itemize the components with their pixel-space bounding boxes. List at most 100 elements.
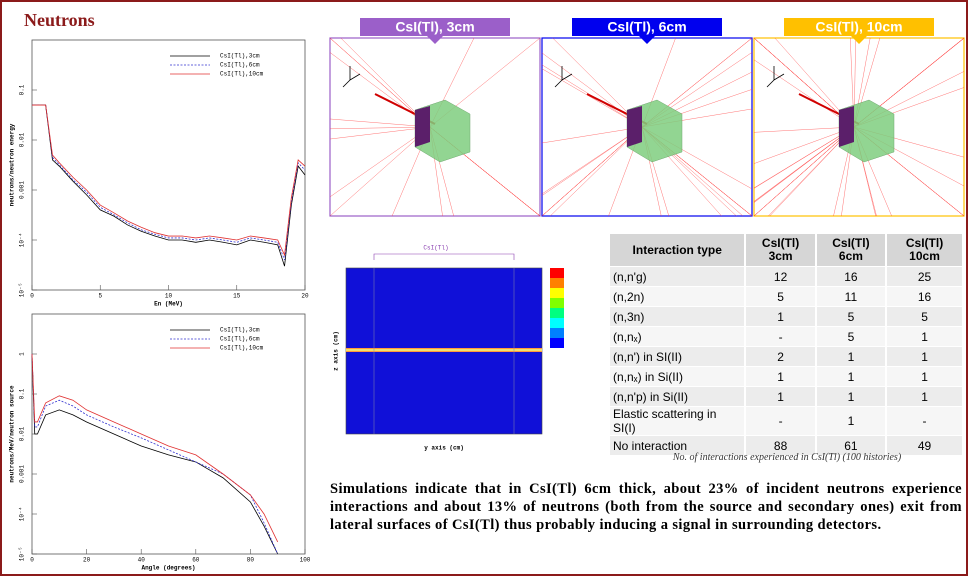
x-tick-label: 40	[138, 557, 146, 564]
table-header-cell: CsI(Tl) 6cm	[815, 234, 888, 267]
y-tick-label: 1	[19, 352, 26, 356]
heatmap-bracket	[373, 253, 515, 260]
crystal-face	[839, 106, 854, 147]
legend-label: CsI(Tl),3cm	[220, 53, 260, 60]
table-cell: 11	[815, 286, 888, 307]
axes-icon	[554, 66, 573, 88]
table-cell: 5	[745, 286, 817, 307]
table-row: (n,n'g) 12 16 25	[610, 266, 964, 287]
table-cell: 1	[886, 386, 964, 407]
table-cell: 1	[886, 326, 964, 347]
table-row: (n,3n) 1 5 5	[610, 306, 964, 327]
x-tick-label: 5	[98, 293, 102, 300]
table-cell: (n,n') in SI(II)	[610, 346, 747, 367]
x-tick-label: 10	[165, 293, 173, 300]
table-cell: -	[745, 406, 817, 436]
heatmap-x-label: y axis (cm)	[424, 445, 464, 452]
heatmap-title: CsI(Tl)	[423, 245, 448, 252]
colorbar-cell	[550, 268, 564, 278]
table-row: (n,nₓ) -5 1	[610, 326, 964, 347]
ray	[329, 126, 431, 130]
legend-label: CsI(Tl),6cm	[220, 336, 260, 343]
table-cell: 2	[745, 346, 817, 367]
table-cell: 1	[886, 346, 964, 367]
x-tick-label: 0	[30, 293, 34, 300]
table-cell: (n,3n)	[610, 306, 747, 327]
ray	[329, 126, 431, 198]
table-cell: 5	[815, 306, 888, 327]
colorbar-cell	[550, 338, 564, 348]
heatmap-band-core	[346, 349, 542, 351]
y-axis-label: neutrons/MeV/neutron source	[9, 385, 16, 483]
table-row: No interaction 88 61 49	[610, 435, 964, 455]
table-cell: 1	[745, 386, 817, 407]
table-header-cell: CsI(Tl) 3cm	[745, 234, 817, 267]
ray	[329, 126, 431, 140]
crystal-face	[415, 106, 430, 147]
data-line	[32, 104, 306, 257]
table-row: (n,n') in SI(II) 2 1 1	[610, 346, 964, 367]
table-cell: 16	[886, 286, 964, 307]
table-cell: (n,nₓ)	[610, 326, 747, 347]
table-cell: 16	[815, 266, 888, 287]
y-tick-label: 10⁻⁴	[19, 233, 26, 247]
x-axis-label: Angle (degrees)	[141, 565, 195, 572]
legend-label: CsI(Tl),6cm	[220, 62, 260, 69]
table-header-cell: CsI(Tl) 10cm	[886, 234, 964, 267]
table-cell: (n,nₓ) in Si(II)	[610, 366, 747, 387]
plot-frame	[31, 39, 306, 291]
x-axis-label: En (MeV)	[154, 301, 183, 308]
colorbar-cell	[550, 308, 564, 318]
table-caption: No. of interactions experienced in CsI(T…	[672, 452, 902, 463]
table-cell: 88	[745, 435, 817, 455]
conclusion-text: Simulations indicate that in CsI(Tl) 6cm…	[330, 481, 962, 533]
y-tick-label: 0.01	[19, 132, 26, 147]
table-cell: 12	[745, 266, 817, 287]
colorbar-cell	[550, 318, 564, 328]
data-line	[32, 104, 306, 261]
plot-frame	[31, 313, 306, 555]
table-cell: 1	[886, 366, 964, 387]
ray	[550, 126, 643, 217]
table-row: (n,2n) 5 11 16	[610, 286, 964, 307]
view-label: CsI(Tl), 3cm	[395, 19, 474, 35]
data-line	[32, 104, 306, 267]
table-cell: 1	[815, 406, 888, 436]
table-cell: 5	[886, 306, 964, 327]
ray	[753, 126, 855, 133]
table-cell: (n,n'g)	[610, 266, 747, 287]
ray	[541, 68, 643, 128]
table-cell: 49	[886, 435, 964, 455]
view-banner	[784, 18, 934, 44]
ray	[753, 59, 855, 128]
view-label: CsI(Tl), 6cm	[607, 19, 686, 35]
slide-title: Neutrons	[24, 10, 95, 30]
table-cell: No interaction	[610, 435, 747, 455]
data-line	[31, 353, 279, 543]
y-tick-label: 0.1	[19, 84, 26, 95]
ray	[541, 52, 643, 128]
x-tick-label: 0	[30, 557, 34, 564]
data-line	[31, 353, 279, 555]
table-cell: -	[886, 406, 964, 436]
legend-label: CsI(Tl),10cm	[220, 71, 264, 78]
ray	[753, 126, 855, 202]
x-tick-label: 100	[300, 557, 311, 564]
ray	[541, 126, 643, 195]
ray	[753, 126, 855, 164]
y-axis-label: neutrons/neutron energy	[9, 123, 16, 206]
table-cell: 1	[815, 346, 888, 367]
y-tick-label: 0.001	[19, 181, 26, 199]
view-label: CsI(Tl), 10cm	[815, 19, 902, 35]
table-cell: 25	[886, 266, 964, 287]
ray	[329, 118, 431, 128]
table-cell: 61	[815, 435, 888, 455]
y-tick-label: 0.001	[19, 465, 26, 483]
table-row: Elastic scattering in SI(I) -1-	[610, 406, 964, 436]
table-cell: 1	[745, 306, 817, 327]
x-tick-label: 15	[233, 293, 241, 300]
ray	[753, 126, 855, 217]
view-banner	[360, 18, 510, 44]
x-tick-label: 20	[83, 557, 91, 564]
x-tick-label: 60	[192, 557, 200, 564]
